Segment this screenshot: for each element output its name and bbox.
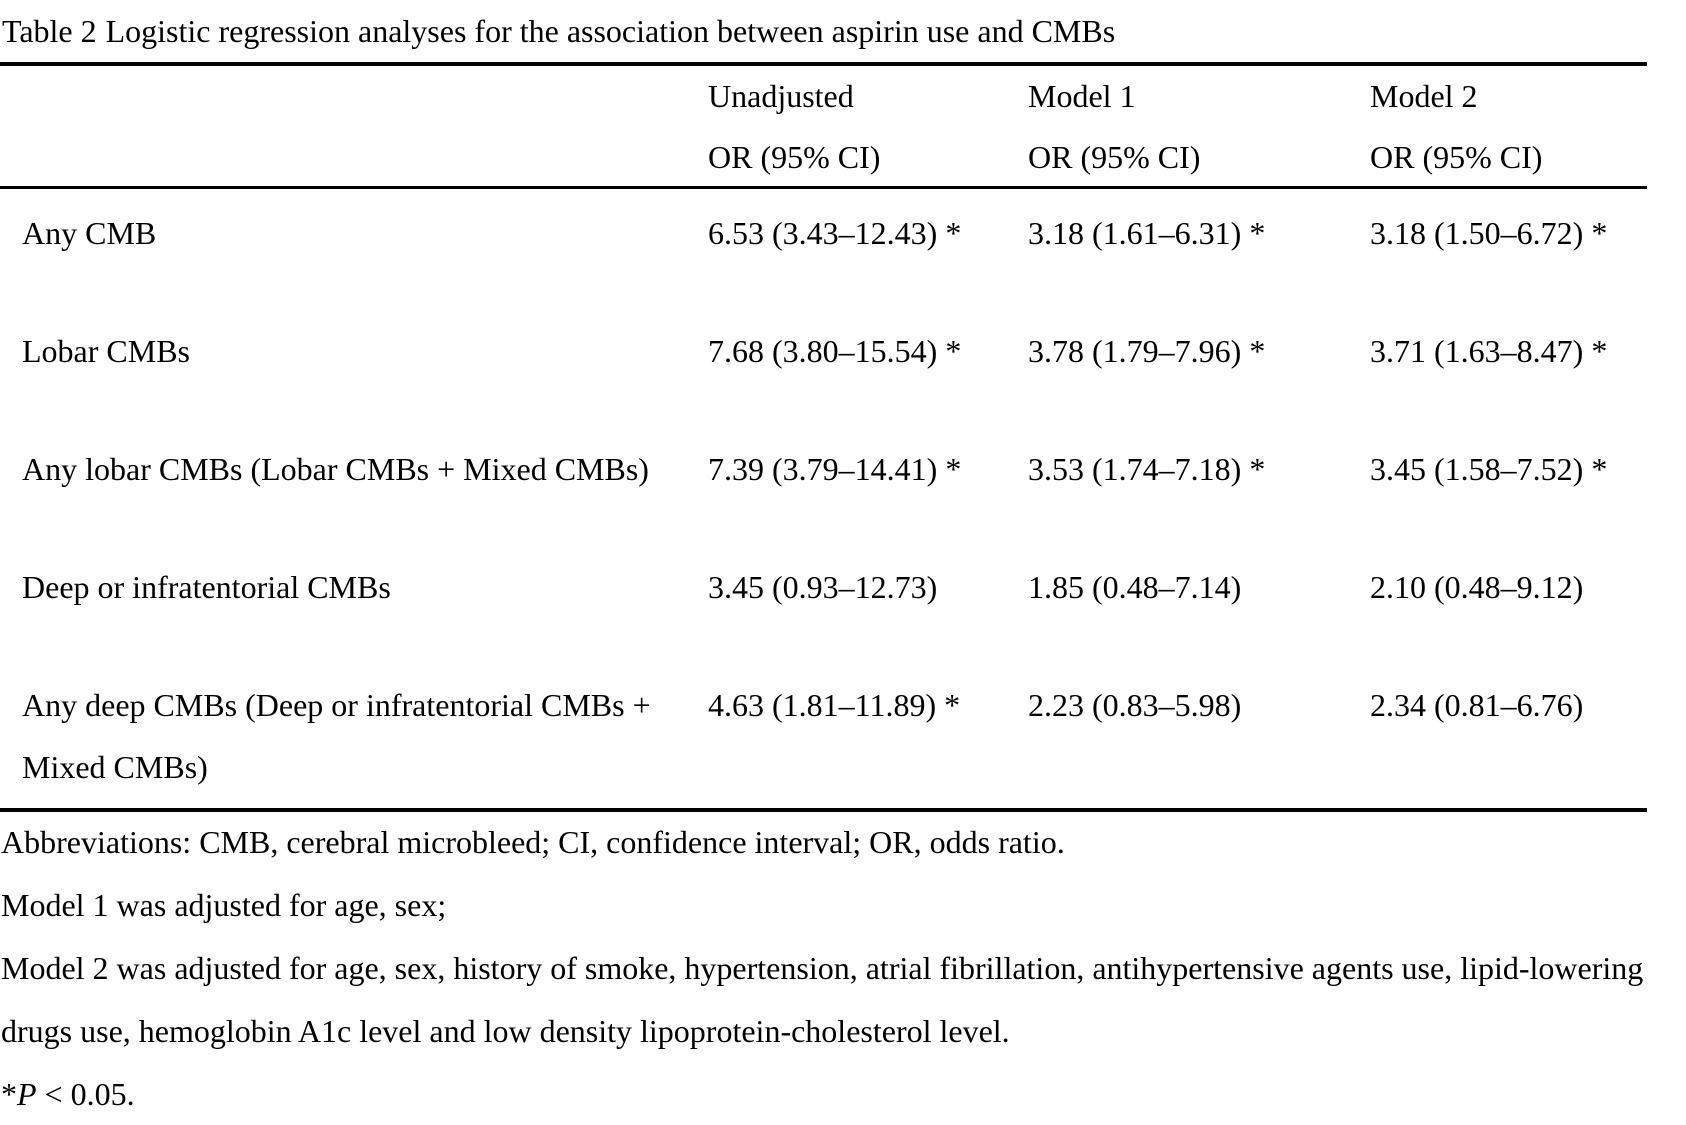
column-header-model2: Model 2 OR (95% CI) (1370, 66, 1542, 188)
row-label: Any CMB (22, 202, 156, 264)
column-header-line1: Model 1 (1028, 78, 1136, 114)
footnote-abbreviations: Abbreviations: CMB, cerebral microbleed;… (1, 824, 1065, 860)
cell-model2-or: 2.34 (0.81–6.76) (1370, 687, 1584, 723)
table-row-any-deep-cmbs: Any deep CMBs (Deep or infratentorial CM… (0, 661, 1686, 791)
table-footnotes: Abbreviations: CMB, cerebral microbleed;… (1, 811, 1686, 1125)
row-label: Any lobar CMBs (Lobar CMBs + Mixed CMBs) (22, 438, 649, 500)
cell-model1-or: 3.78 (1.79–7.96) * (1028, 333, 1266, 369)
cell-model2-or: 2.10 (0.48–9.12) (1370, 569, 1584, 605)
table-caption: Table 2 Logistic regression analyses for … (2, 12, 1115, 50)
table-title-text: Logistic regression analyses for the ass… (105, 13, 1116, 49)
cell-model2-or: 3.71 (1.63–8.47) * (1370, 333, 1608, 369)
footnote-model1: Model 1 was adjusted for age, sex; (1, 887, 447, 923)
cell-unadjusted-or: 6.53 (3.43–12.43) * (708, 215, 962, 251)
row-label-line: Mixed CMBs) (22, 749, 208, 785)
cell-unadjusted-or: 7.39 (3.79–14.41) * (708, 451, 962, 487)
row-label: Deep or infratentorial CMBs (22, 556, 391, 618)
cell-model1-or: 2.23 (0.83–5.98) (1028, 687, 1242, 723)
column-header-line2: OR (95% CI) (1370, 139, 1543, 175)
column-header-line1: Unadjusted (708, 78, 854, 114)
row-label-line: Any CMB (22, 215, 157, 251)
row-label: Any deep CMBs (Deep or infratentorial CM… (22, 674, 651, 798)
table-row-any-cmb: Any CMB 6.53 (3.43–12.43) * 3.18 (1.61–6… (0, 189, 1686, 307)
cell-model1-or: 3.53 (1.74–7.18) * (1028, 451, 1266, 487)
table-top-rule (0, 62, 1647, 66)
significance-p-symbol: P (17, 1076, 37, 1112)
cell-unadjusted-or: 4.63 (1.81–11.89) * (708, 687, 961, 723)
footnote-model2-line2: drugs use, hemoglobin A1c level and low … (1, 1013, 1010, 1049)
table-row-any-lobar-cmbs: Any lobar CMBs (Lobar CMBs + Mixed CMBs)… (0, 425, 1686, 543)
significance-star: * (1, 1076, 17, 1112)
column-header-model1: Model 1 OR (95% CI) (1028, 66, 1200, 188)
row-label: Lobar CMBs (22, 320, 190, 382)
column-header-line2: OR (95% CI) (1028, 139, 1201, 175)
table-number: Table 2 (2, 13, 97, 49)
cell-model2-or: 3.45 (1.58–7.52) * (1370, 451, 1608, 487)
column-header-line2: OR (95% CI) (708, 139, 881, 175)
significance-threshold: < 0.05. (36, 1076, 135, 1112)
footnote-model2-line1: Model 2 was adjusted for age, sex, histo… (1, 950, 1644, 986)
footnote-significance: *P < 0.05. (1, 1063, 1686, 1125)
table-row-lobar-cmbs: Lobar CMBs 7.68 (3.80–15.54) * 3.78 (1.7… (0, 307, 1686, 425)
table-bottom-rule (0, 808, 1647, 812)
row-label-line: Any deep CMBs (Deep or infratentorial CM… (22, 687, 651, 723)
table-row-deep-infratentorial-cmbs: Deep or infratentorial CMBs 3.45 (0.93–1… (0, 543, 1686, 661)
cell-unadjusted-or: 3.45 (0.93–12.73) (708, 569, 938, 605)
row-label-line: Deep or infratentorial CMBs (22, 569, 391, 605)
table-body: Any CMB 6.53 (3.43–12.43) * 3.18 (1.61–6… (0, 189, 1686, 791)
cell-unadjusted-or: 7.68 (3.80–15.54) * (708, 333, 962, 369)
column-header-unadjusted: Unadjusted OR (95% CI) (708, 66, 880, 188)
cell-model2-or: 3.18 (1.50–6.72) * (1370, 215, 1608, 251)
row-label-line: Lobar CMBs (22, 333, 190, 369)
table-header-rule (0, 186, 1647, 189)
row-label-line: Any lobar CMBs (Lobar CMBs + Mixed CMBs) (22, 451, 649, 487)
column-header-line1: Model 2 (1370, 78, 1478, 114)
cell-model1-or: 3.18 (1.61–6.31) * (1028, 215, 1266, 251)
cell-model1-or: 1.85 (0.48–7.14) (1028, 569, 1242, 605)
